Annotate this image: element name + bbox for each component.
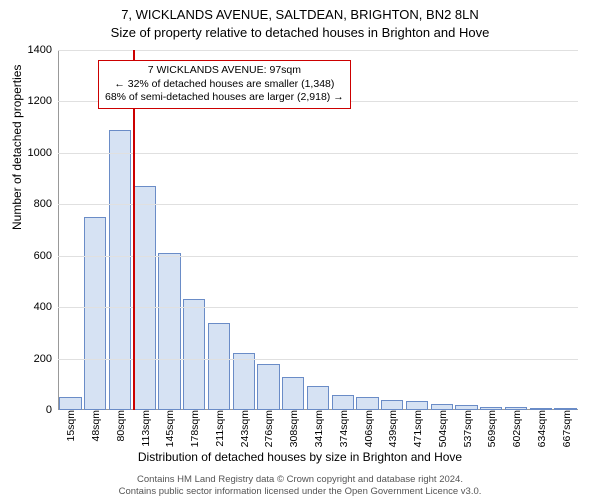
bar	[356, 397, 378, 410]
y-tick-label: 1200	[28, 95, 58, 107]
grid-line	[58, 256, 578, 257]
bar	[183, 299, 205, 410]
bar	[84, 217, 106, 410]
x-tick-label: 211sqm	[212, 410, 226, 447]
title-line-1: 7, WICKLANDS AVENUE, SALTDEAN, BRIGHTON,…	[0, 6, 600, 24]
y-tick-label: 0	[46, 404, 58, 416]
x-tick-label: 634sqm	[534, 410, 548, 447]
y-tick-label: 1000	[28, 147, 58, 159]
annotation-box: 7 WICKLANDS AVENUE: 97sqm ← 32% of detac…	[98, 60, 351, 109]
x-tick-label: 276sqm	[261, 410, 275, 447]
grid-line	[58, 307, 578, 308]
y-tick-label: 800	[34, 198, 58, 210]
title-line-2: Size of property relative to detached ho…	[0, 24, 600, 42]
bar	[257, 364, 279, 410]
bar	[208, 323, 230, 410]
x-tick-label: 48sqm	[88, 410, 102, 442]
x-tick-label: 406sqm	[361, 410, 375, 447]
chart-container: 7, WICKLANDS AVENUE, SALTDEAN, BRIGHTON,…	[0, 0, 600, 500]
x-axis-label: Distribution of detached houses by size …	[0, 450, 600, 464]
plot-area: 0200400600800100012001400 15sqm48sqm80sq…	[58, 50, 578, 410]
bar	[381, 400, 403, 410]
grid-line	[58, 204, 578, 205]
y-axis-label: Number of detached properties	[10, 65, 24, 230]
x-tick-label: 15sqm	[63, 410, 77, 442]
annotation-line-3: 68% of semi-detached houses are larger (…	[105, 91, 344, 105]
annotation-line-2: ← 32% of detached houses are smaller (1,…	[105, 78, 344, 92]
x-tick-label: 243sqm	[237, 410, 251, 447]
x-tick-label: 374sqm	[336, 410, 350, 447]
y-tick-label: 1400	[28, 44, 58, 56]
annotation-line-1: 7 WICKLANDS AVENUE: 97sqm	[105, 64, 344, 78]
bar	[134, 186, 156, 410]
bar	[233, 353, 255, 410]
x-tick-label: 145sqm	[162, 410, 176, 447]
footer-line-1: Contains HM Land Registry data © Crown c…	[0, 474, 600, 486]
footer-line-2: Contains public sector information licen…	[0, 486, 600, 498]
bar	[158, 253, 180, 410]
grid-line	[58, 50, 578, 51]
x-tick-label: 537sqm	[460, 410, 474, 447]
x-tick-label: 569sqm	[484, 410, 498, 447]
y-tick-label: 200	[34, 353, 58, 365]
y-tick-label: 600	[34, 250, 58, 262]
bar	[59, 397, 81, 410]
title-block: 7, WICKLANDS AVENUE, SALTDEAN, BRIGHTON,…	[0, 0, 600, 41]
grid-line	[58, 359, 578, 360]
footer: Contains HM Land Registry data © Crown c…	[0, 474, 600, 498]
y-tick-label: 400	[34, 301, 58, 313]
x-tick-label: 439sqm	[385, 410, 399, 447]
bar	[332, 395, 354, 410]
x-tick-label: 308sqm	[286, 410, 300, 447]
x-tick-label: 602sqm	[509, 410, 523, 447]
bar	[307, 386, 329, 410]
x-tick-label: 667sqm	[559, 410, 573, 447]
x-tick-label: 113sqm	[138, 410, 152, 447]
x-tick-label: 341sqm	[311, 410, 325, 447]
x-tick-label: 504sqm	[435, 410, 449, 447]
bar	[406, 401, 428, 410]
x-tick-label: 471sqm	[410, 410, 424, 447]
grid-line	[58, 153, 578, 154]
x-tick-label: 80sqm	[113, 410, 127, 442]
bar	[282, 377, 304, 410]
bar	[109, 130, 131, 410]
x-tick-label: 178sqm	[187, 410, 201, 447]
